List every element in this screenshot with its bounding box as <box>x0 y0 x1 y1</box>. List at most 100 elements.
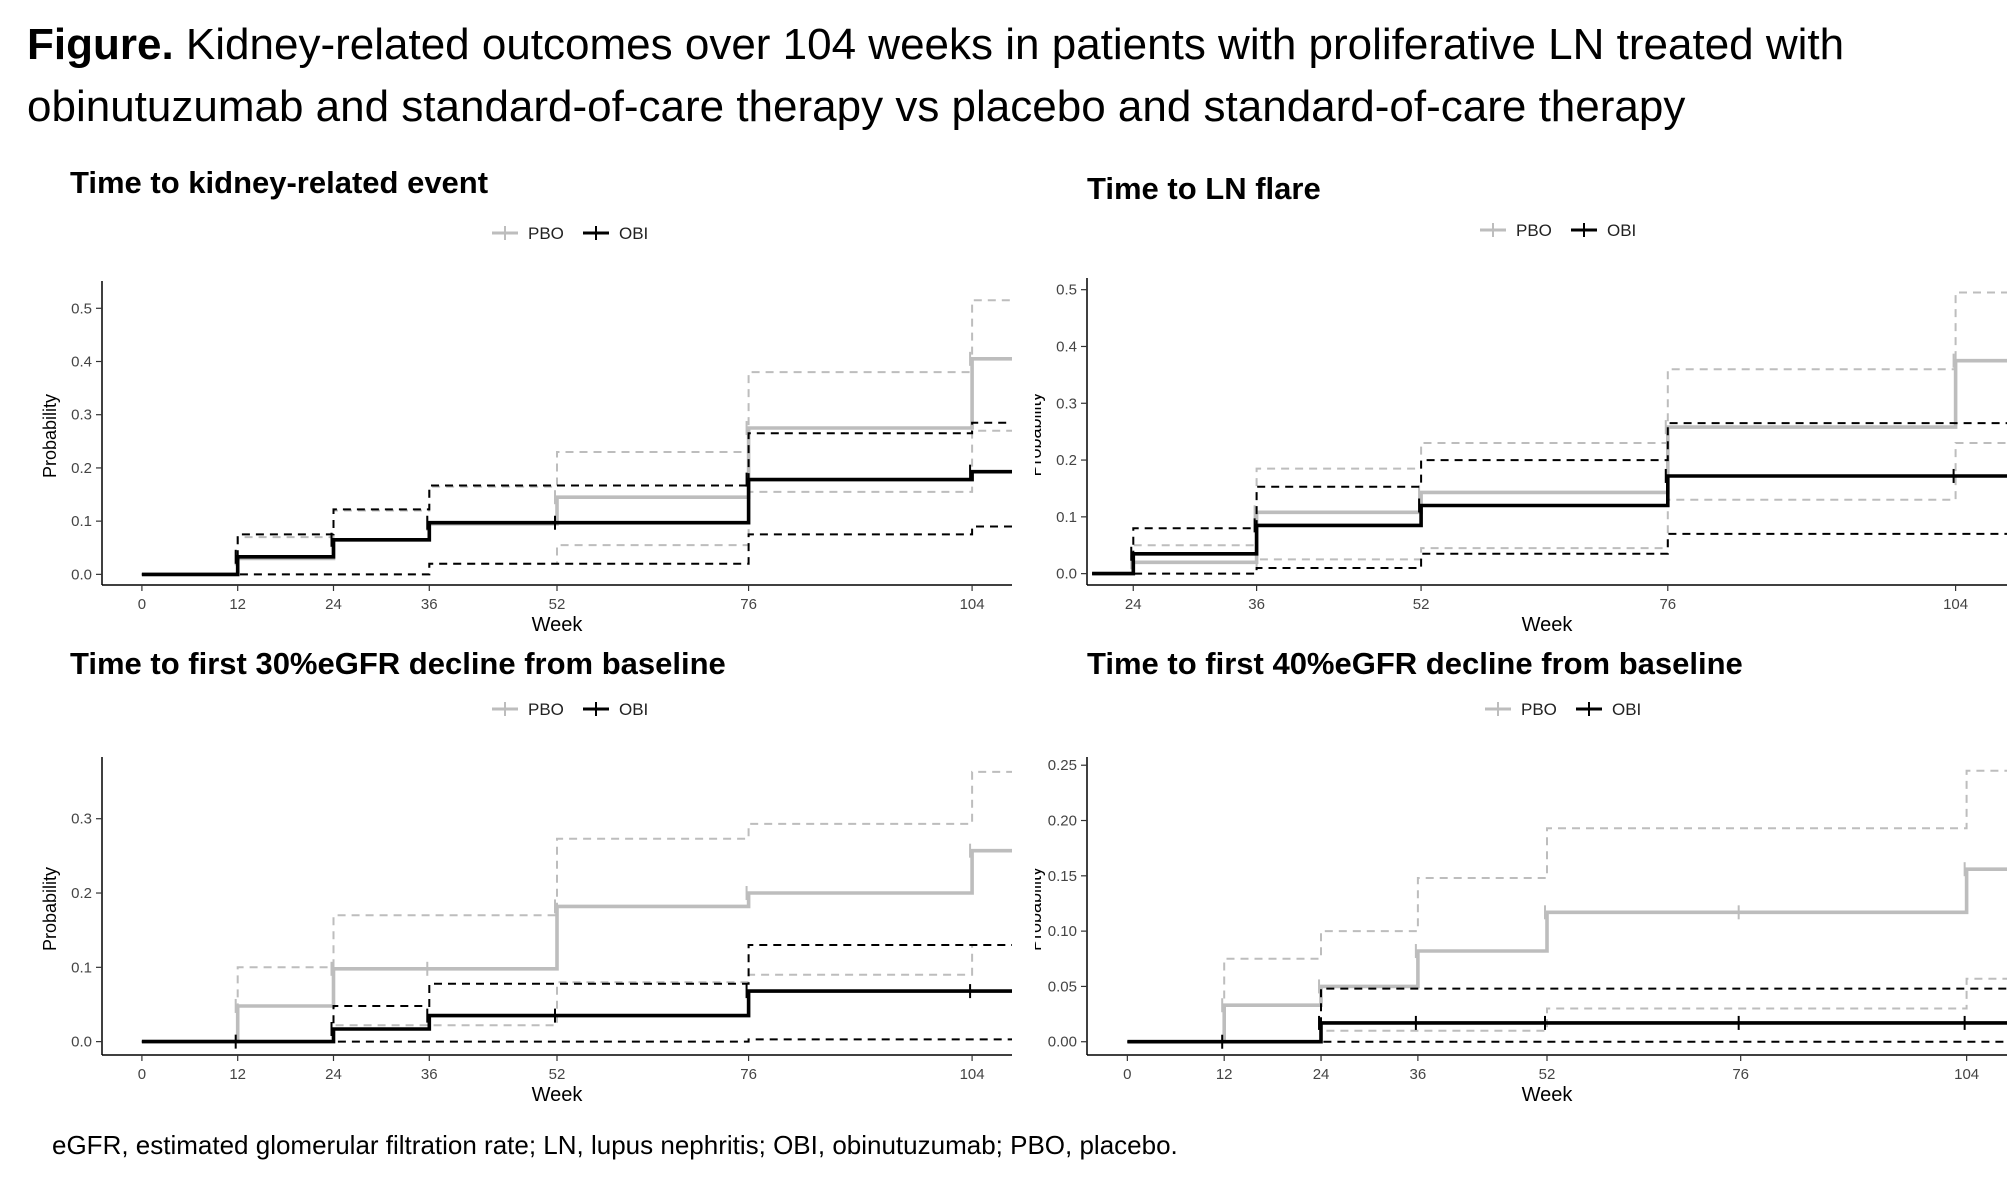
x-tick-label: 52 <box>549 1066 566 1083</box>
x-axis-label: Week <box>532 614 584 636</box>
y-tick-label: 0.1 <box>71 959 92 976</box>
y-tick-label: 0.0 <box>71 1034 92 1051</box>
x-tick-label: 0 <box>138 1066 146 1083</box>
series-obi-ci-upper <box>1127 987 2007 1043</box>
series-pbo-ci-lower <box>141 944 1012 1043</box>
x-tick-label: 76 <box>740 1066 757 1083</box>
x-tick-label: 104 <box>960 1066 985 1083</box>
y-axis-label: Probability <box>1035 867 1045 951</box>
x-tick-label: 36 <box>1410 1066 1427 1083</box>
chart-ln-flare: Time to LN flare PBO OBI 0.0 0.1 0.2 0.3 0.4 0.… <box>1035 171 2007 646</box>
x-tick-label: 24 <box>1125 596 1142 613</box>
chart-svg: PBO OBI 0.00 0.05 0.10 0.15 0.20 0.25 0 12 24 36 52 7… <box>1035 700 2007 1106</box>
legend-label: OBI <box>1607 221 1636 240</box>
chart-title: Time to first 40%eGFR decline from basel… <box>1087 646 1743 681</box>
y-tick-label: 0.5 <box>71 300 92 317</box>
series-pbo-ci-lower <box>141 429 1012 576</box>
y-tick-label: 0.25 <box>1048 757 1077 774</box>
x-axis-label: Week <box>1522 614 1574 636</box>
figure-title-text: Kidney-related outcomes over 104 weeks i… <box>27 20 1845 131</box>
chart-30pct-egfr-decline: Time to first 30%eGFR decline from basel… <box>22 646 1032 1121</box>
y-tick-label: 0.3 <box>71 811 92 828</box>
series-pbo-estimate <box>141 848 1012 1044</box>
legend-label: OBI <box>619 224 648 243</box>
chart-svg: PBO OBI 0.0 0.1 0.2 0.3 0.4 0.5 0 12 24 36 52 76 104 We… <box>40 224 1012 636</box>
series-pbo-estimate <box>141 357 1012 577</box>
series-pbo-ci-upper <box>141 299 1012 576</box>
y-tick-label: 0.0 <box>71 566 92 583</box>
y-axis-label: Probability <box>40 394 60 478</box>
x-tick-label: 36 <box>421 596 438 613</box>
series-pbo-ci-upper <box>1092 291 2007 575</box>
x-tick-label: 104 <box>960 596 985 613</box>
legend-label: PBO <box>1516 221 1552 240</box>
series-obi-ci-upper <box>141 421 1012 576</box>
chart-40pct-egfr-decline: Time to first 40%eGFR decline from basel… <box>1035 646 2007 1121</box>
series-obi-estimate <box>1092 474 2007 576</box>
y-tick-label: 0.00 <box>1048 1034 1077 1051</box>
x-tick-label: 52 <box>1413 596 1430 613</box>
chart-title: Time to LN flare <box>1087 171 1321 206</box>
y-axis-label: Probability <box>40 867 60 951</box>
y-tick-label: 0.3 <box>71 407 92 424</box>
x-tick-label: 12 <box>229 1066 246 1083</box>
series-obi-ci-upper <box>1092 422 2007 575</box>
y-tick-label: 0.20 <box>1048 813 1077 830</box>
y-tick-label: 0.1 <box>71 513 92 530</box>
x-tick-label: 24 <box>325 596 342 613</box>
y-tick-label: 0.5 <box>1056 282 1077 299</box>
y-tick-label: 0.10 <box>1048 923 1077 940</box>
chart-kidney-related-event: Time to kidney-related event PBO OBI 0.0 0.… <box>22 165 1032 640</box>
y-tick-label: 0.3 <box>1056 395 1077 412</box>
x-tick-label: 52 <box>549 596 566 613</box>
legend-label: PBO <box>1521 700 1557 719</box>
x-axis-label: Week <box>532 1084 584 1106</box>
y-tick-label: 0.1 <box>1056 509 1077 526</box>
legend-label: PBO <box>528 700 564 719</box>
y-axis-label: Probability <box>1035 392 1045 476</box>
y-tick-label: 0.4 <box>1056 338 1077 355</box>
series-obi-ci-upper <box>141 944 1012 1043</box>
x-axis-label: Week <box>1522 1084 1574 1106</box>
legend-label: OBI <box>1612 700 1641 719</box>
y-tick-label: 0.2 <box>71 885 92 902</box>
x-tick-label: 0 <box>1123 1066 1131 1083</box>
y-tick-label: 0.2 <box>71 460 92 477</box>
chart-title: Time to kidney-related event <box>70 165 489 200</box>
y-tick-label: 0.15 <box>1048 868 1077 885</box>
x-tick-label: 36 <box>421 1066 438 1083</box>
series-pbo-ci-lower <box>1092 442 2007 575</box>
x-tick-label: 104 <box>1943 596 1968 613</box>
chart-svg: PBO OBI 0.0 0.1 0.2 0.3 0.4 0.5 24 36 52 76 104 Week P… <box>1035 221 2007 636</box>
x-tick-label: 52 <box>1539 1066 1556 1083</box>
figure-label: Figure. <box>27 20 174 69</box>
series-obi-estimate <box>141 989 1012 1044</box>
series-obi-ci-lower <box>1092 532 2007 575</box>
x-tick-label: 12 <box>1216 1066 1233 1083</box>
chart-svg: PBO OBI 0.0 0.1 0.2 0.3 0 12 24 36 52 76 104 Week Prob… <box>40 700 1012 1106</box>
x-tick-label: 12 <box>229 596 246 613</box>
y-tick-label: 0.0 <box>1056 566 1077 583</box>
series-pbo-ci-upper <box>141 770 1012 1043</box>
figure-title: Figure. Kidney-related outcomes over 104… <box>27 14 1987 138</box>
legend-label: PBO <box>528 224 564 243</box>
series-obi-ci-lower <box>141 1038 1012 1043</box>
x-tick-label: 36 <box>1248 596 1265 613</box>
x-tick-label: 24 <box>1313 1066 1330 1083</box>
y-tick-label: 0.4 <box>71 354 92 371</box>
figure-footnote: eGFR, estimated glomerular filtration ra… <box>52 1130 1178 1160</box>
chart-title: Time to first 30%eGFR decline from basel… <box>70 646 726 681</box>
series-pbo-estimate <box>1127 867 2007 1044</box>
x-tick-label: 104 <box>1954 1066 1979 1083</box>
x-tick-label: 24 <box>325 1066 342 1083</box>
legend-label: OBI <box>619 700 648 719</box>
series-pbo-ci-upper <box>1127 769 2007 1043</box>
x-tick-label: 76 <box>1659 596 1676 613</box>
x-tick-label: 0 <box>138 596 146 613</box>
series-obi-estimate <box>1127 1021 2007 1044</box>
series-pbo-estimate <box>1092 358 2007 576</box>
x-tick-label: 76 <box>740 596 757 613</box>
series-obi-ci-lower <box>141 525 1012 576</box>
y-tick-label: 0.2 <box>1056 452 1077 469</box>
y-tick-label: 0.05 <box>1048 978 1077 995</box>
